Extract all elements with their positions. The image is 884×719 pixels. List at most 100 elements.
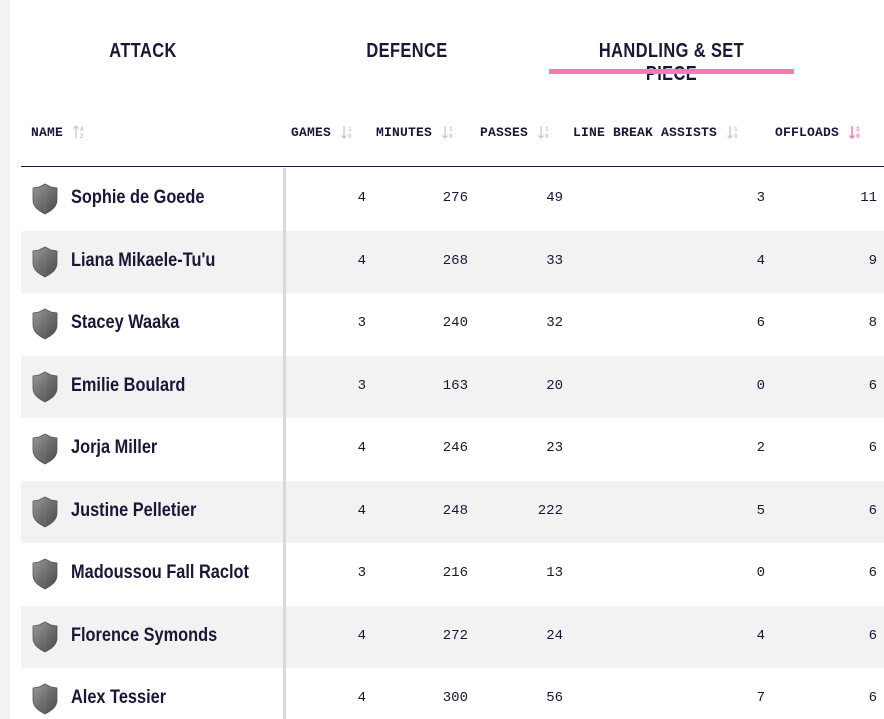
column-header-line-break-assists-label: LINE BREAK ASSISTS — [573, 124, 718, 140]
column-header-offloads[interactable]: OFFLOADS 1 0 — [775, 124, 861, 141]
minutes-value: 163 — [442, 377, 468, 394]
player-name[interactable]: Madoussou Fall Raclot — [71, 562, 249, 583]
team-shield-icon — [30, 308, 60, 340]
player-name[interactable]: Stacey Waaka — [71, 312, 180, 333]
passes-value: 33 — [546, 252, 563, 269]
games-value: 4 — [357, 190, 366, 206]
column-header-minutes-label: MINUTES — [376, 124, 433, 140]
minutes-value: 246 — [442, 440, 468, 456]
offloads-value: 9 — [868, 252, 877, 269]
column-header-games[interactable]: GAMES 1 0 — [291, 124, 353, 141]
sort-descending-active-icon[interactable]: 1 0 — [849, 124, 861, 140]
line-break-assists-value: 6 — [756, 315, 765, 331]
minutes-value: 272 — [442, 627, 468, 644]
table-row[interactable]: Emilie Boulard 3 163 20 0 6 — [21, 355, 884, 418]
team-shield-icon — [30, 683, 60, 715]
games-value: 4 — [357, 627, 366, 644]
player-name[interactable]: Florence Symonds — [71, 624, 218, 646]
stat-category-tabs: ATTACK DEFENCE HANDLING & SET PIECE — [0, 0, 884, 90]
minutes-value: 216 — [442, 565, 468, 581]
svg-text:0: 0 — [856, 133, 860, 140]
minutes-value: 268 — [442, 252, 468, 269]
line-break-assists-value: 5 — [756, 502, 765, 519]
games-value: 3 — [357, 315, 366, 331]
offloads-value: 6 — [868, 502, 877, 519]
svg-text:1: 1 — [449, 126, 453, 133]
games-value: 3 — [357, 377, 366, 394]
player-name[interactable]: Sophie de Goede — [71, 187, 205, 208]
offloads-value: 6 — [868, 627, 877, 644]
team-shield-icon — [30, 371, 60, 403]
sort-numeric-icon[interactable]: 1 0 — [442, 124, 454, 140]
svg-text:0: 0 — [734, 133, 738, 140]
column-header-passes-label: PASSES — [480, 124, 529, 140]
table-row[interactable]: Madoussou Fall Raclot 3 216 13 0 6 — [21, 543, 884, 605]
team-shield-icon — [30, 183, 60, 215]
passes-value: 13 — [546, 565, 563, 581]
sort-numeric-icon[interactable]: 1 0 — [727, 124, 739, 140]
sort-az-icon[interactable]: A Z — [73, 124, 85, 140]
table-row[interactable]: Florence Symonds 4 272 24 4 6 — [21, 605, 884, 668]
column-header-name[interactable]: NAME A Z — [31, 124, 85, 141]
column-header-line-break-assists[interactable]: LINE BREAK ASSISTS 1 0 — [573, 124, 739, 141]
passes-value: 20 — [546, 377, 563, 394]
offloads-value: 6 — [868, 690, 877, 706]
table-row[interactable]: Alex Tessier 4 300 56 7 6 — [21, 668, 884, 719]
team-shield-icon — [30, 558, 60, 590]
passes-value: 49 — [546, 190, 563, 206]
games-value: 4 — [357, 502, 366, 519]
minutes-value: 276 — [442, 190, 468, 206]
sort-numeric-icon[interactable]: 1 0 — [341, 124, 353, 140]
offloads-value: 11 — [860, 190, 877, 206]
games-value: 4 — [357, 440, 366, 456]
offloads-value: 8 — [868, 315, 877, 331]
table-row[interactable]: Justine Pelletier 4 248 222 5 6 — [21, 480, 884, 543]
player-name[interactable]: Liana Mikaele-Tu'u — [71, 249, 216, 271]
svg-text:A: A — [80, 126, 84, 133]
svg-text:Z: Z — [80, 133, 84, 140]
player-name[interactable]: Emilie Boulard — [71, 374, 186, 396]
team-shield-icon — [30, 621, 60, 653]
team-shield-icon — [30, 246, 60, 278]
line-break-assists-value: 2 — [756, 440, 765, 456]
team-shield-icon — [30, 433, 60, 465]
column-header-minutes[interactable]: MINUTES 1 0 — [376, 124, 454, 141]
column-header-games-label: GAMES — [291, 124, 332, 140]
player-name[interactable]: Alex Tessier — [71, 687, 167, 708]
line-break-assists-value: 4 — [756, 252, 765, 269]
svg-text:0: 0 — [545, 133, 549, 140]
table-row[interactable]: Stacey Waaka 3 240 32 6 8 — [21, 293, 884, 355]
player-name[interactable]: Jorja Miller — [71, 437, 158, 458]
column-header-passes[interactable]: PASSES 1 0 — [480, 124, 550, 141]
svg-text:1: 1 — [856, 126, 860, 133]
games-value: 4 — [357, 252, 366, 269]
svg-text:0: 0 — [449, 133, 453, 140]
offloads-value: 6 — [868, 377, 877, 394]
sort-numeric-icon[interactable]: 1 0 — [538, 124, 550, 140]
line-break-assists-value: 3 — [756, 190, 765, 206]
line-break-assists-value: 0 — [756, 565, 765, 581]
table-header: NAME A Z GAMES 1 0 MINUTES 1 0 — [21, 108, 884, 167]
column-header-name-label: NAME — [31, 124, 64, 140]
table-row[interactable]: Liana Mikaele-Tu'u 4 268 33 4 9 — [21, 230, 884, 293]
left-margin-strip — [0, 0, 10, 719]
minutes-value: 300 — [442, 690, 468, 706]
svg-text:1: 1 — [734, 126, 738, 133]
svg-text:1: 1 — [348, 126, 352, 133]
svg-text:1: 1 — [545, 126, 549, 133]
offloads-value: 6 — [868, 565, 877, 581]
passes-value: 56 — [546, 690, 563, 706]
tab-handling-set-piece[interactable]: HANDLING & SET PIECE — [598, 40, 745, 85]
games-value: 4 — [357, 690, 366, 706]
player-name[interactable]: Justine Pelletier — [71, 499, 197, 521]
team-shield-icon — [30, 496, 60, 528]
table-row[interactable]: Sophie de Goede 4 276 49 3 11 — [21, 168, 884, 230]
tab-defence[interactable]: DEFENCE — [366, 40, 448, 62]
minutes-value: 240 — [442, 315, 468, 331]
line-break-assists-value: 4 — [756, 627, 765, 644]
table-row[interactable]: Jorja Miller 4 246 23 2 6 — [21, 418, 884, 480]
line-break-assists-value: 7 — [756, 690, 765, 706]
line-break-assists-value: 0 — [756, 377, 765, 394]
column-header-offloads-label: OFFLOADS — [775, 124, 840, 140]
tab-attack[interactable]: ATTACK — [109, 40, 177, 62]
